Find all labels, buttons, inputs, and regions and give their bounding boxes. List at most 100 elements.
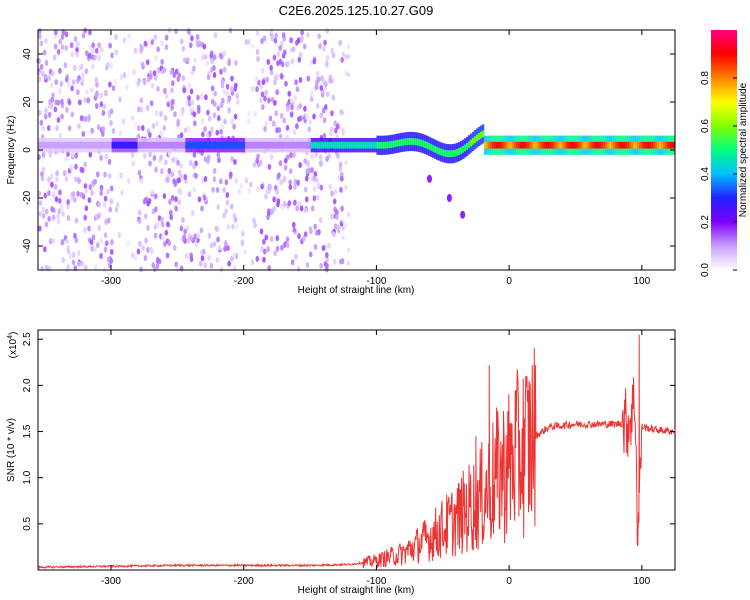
spectrogram-noise-cell: [223, 118, 227, 125]
spectrogram-band-cell: [637, 141, 640, 149]
spectrogram-noise-cell: [298, 162, 302, 169]
spectrogram-noise-cell: [126, 240, 130, 247]
spectrogram-band-cell: [85, 141, 89, 149]
spectrogram-noise-cell: [50, 181, 54, 188]
spectrogram-noise-cell: [140, 44, 144, 51]
spectrogram-noise-cell: [264, 120, 268, 127]
spectrogram-band-cell: [129, 141, 132, 149]
spectrogram-band-cell: [376, 141, 379, 149]
spectrogram-noise-cell: [64, 155, 69, 162]
spectrogram-noise-cell: [103, 246, 108, 253]
spectrogram-noise-cell: [179, 38, 184, 45]
spectrogram-x-label: Height of straight line (km): [298, 285, 415, 296]
spectrogram-noise-cell: [85, 88, 89, 95]
spectrogram-band-cell: [213, 141, 216, 149]
spectrogram-noise-cell: [83, 183, 88, 190]
spectrogram-noise-cell: [162, 125, 167, 132]
spectrogram-band-cell: [475, 134, 479, 142]
spectrogram-noise-cell: [44, 208, 49, 215]
spectrogram-noise-cell: [335, 214, 339, 221]
spectrogram-noise-cell: [194, 241, 199, 248]
spectrogram-noise-cell: [64, 45, 69, 52]
spectrogram-noise-cell: [67, 125, 72, 132]
spectrogram-band-cell: [288, 141, 292, 149]
spectrogram-noise-cell: [53, 106, 58, 113]
spectrogram-band-cell: [247, 141, 250, 149]
spectrogram-band-cell: [661, 141, 664, 149]
spectrogram-noise-cell: [176, 118, 181, 125]
spectrogram-band-cell: [583, 141, 586, 149]
spectrogram-band-cell: [119, 141, 123, 149]
spectrogram-noise-cell: [164, 159, 168, 166]
spectrogram-noise-cell: [235, 223, 240, 230]
spectrogram-noise-cell: [273, 99, 277, 106]
spectrogram-band-cell: [555, 141, 558, 149]
spectrogram-noise-cell: [131, 160, 136, 167]
spectrogram-noise-cell: [137, 218, 142, 225]
spectrogram-noise-cell: [55, 125, 59, 132]
spectrogram-noise-cell: [321, 244, 326, 251]
spectrogram-noise-cell: [297, 201, 302, 208]
spectrogram-band-cell: [422, 140, 425, 148]
spectrogram-band-cell: [561, 141, 564, 149]
spectrogram-noise-cell: [206, 109, 210, 116]
spectrogram-band-cell: [324, 141, 328, 149]
spectrogram-band-cell: [145, 141, 148, 149]
spectrogram-noise-cell: [250, 86, 255, 93]
spectrogram-noise-cell: [189, 106, 194, 113]
spectrogram-noise-cell: [209, 57, 214, 64]
spectrogram-band-cell: [501, 141, 505, 149]
spectrogram-noise-cell: [312, 113, 316, 120]
spectrogram-band-cell: [314, 141, 318, 149]
spectrogram-noise-cell: [213, 101, 217, 108]
spectrogram-noise-cell: [303, 231, 308, 238]
spectrogram-band-cell: [69, 141, 73, 149]
spectrogram-noise-cell: [76, 77, 80, 84]
spectrogram-y-label: Frequency (Hz): [6, 116, 17, 185]
spectrogram-noise-cell: [247, 187, 252, 194]
spectrogram-noise-cell: [38, 210, 42, 217]
spectrogram-noise-cell: [179, 265, 184, 272]
spectrogram-noise-cell: [102, 103, 107, 110]
spectrogram-x-tick-label: 0: [506, 276, 512, 287]
spectrogram-noise-cell: [303, 105, 307, 112]
spectrogram-noise-cell: [308, 251, 313, 258]
spectrogram-noise-cell: [267, 97, 271, 104]
spectrogram-noise-cell: [60, 238, 65, 245]
spectrogram-noise-cell: [58, 132, 63, 139]
spectrogram-noise-cell: [47, 190, 51, 197]
spectrogram-noise-cell: [171, 156, 175, 163]
spectrogram-noise-cell: [222, 50, 227, 57]
spectrogram-noise-cell: [297, 233, 301, 240]
spectrogram-band-cell: [227, 141, 230, 149]
spectrogram-noise-cell: [173, 111, 177, 118]
spectrogram-noise-cell: [262, 256, 266, 263]
spectrogram-band-cell: [579, 141, 582, 149]
spectrogram-noise-cell: [230, 118, 234, 125]
spectrogram-noise-cell: [292, 226, 297, 233]
spectrogram-noise-cell: [207, 115, 212, 122]
spectrogram-noise-cell: [296, 37, 301, 44]
spectrogram-band-cell: [280, 141, 284, 149]
spectrogram-band-cell: [364, 141, 367, 149]
spectrogram-noise-cell: [341, 128, 345, 134]
spectrogram-band-cell: [348, 141, 351, 149]
spectrogram-band-cell: [169, 141, 172, 149]
spectrogram-noise-cell: [305, 262, 310, 269]
spectrogram-noise-cell: [303, 158, 307, 165]
spectrogram-noise-cell: [295, 123, 299, 130]
spectrogram-band-cell: [380, 141, 383, 149]
spectrogram-noise-cell: [302, 43, 307, 50]
spectrogram-noise-cell: [152, 266, 157, 273]
spectrogram-noise-cell: [225, 90, 230, 97]
spectrogram-noise-cell: [80, 77, 85, 84]
spectrogram-band-cell: [525, 141, 529, 149]
spectrogram-noise-cell: [153, 232, 158, 239]
spectrogram-band-cell: [473, 136, 477, 144]
spectrogram-band-cell: [123, 141, 126, 149]
spectrogram-noise-cell: [160, 58, 164, 65]
spectrogram-noise-cell: [49, 173, 54, 180]
spectrogram-noise-cell: [285, 124, 290, 131]
spectrogram-noise-cell: [312, 185, 317, 192]
spectrogram-band-cell: [87, 141, 91, 149]
